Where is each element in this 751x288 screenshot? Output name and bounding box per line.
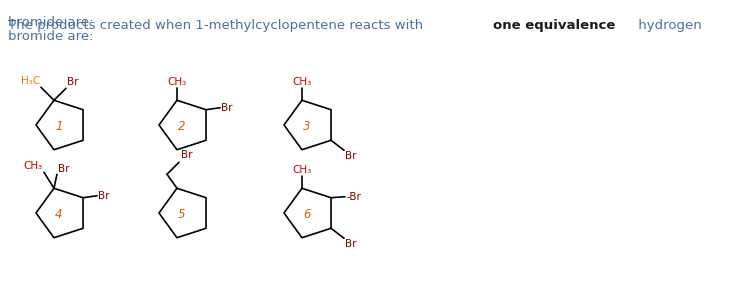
Text: bromide are:: bromide are: bbox=[8, 16, 94, 29]
Text: 2: 2 bbox=[178, 120, 185, 134]
Text: H₃C: H₃C bbox=[21, 76, 40, 86]
Text: one equivalence: one equivalence bbox=[493, 19, 615, 32]
Text: 1: 1 bbox=[56, 120, 63, 134]
Text: CH₃: CH₃ bbox=[292, 165, 312, 175]
Text: -Br: -Br bbox=[346, 192, 361, 202]
Text: 3: 3 bbox=[303, 120, 311, 134]
Text: 5: 5 bbox=[178, 209, 185, 221]
Text: bromide are:: bromide are: bbox=[8, 30, 94, 43]
Text: Br: Br bbox=[98, 191, 110, 201]
Text: CH₃: CH₃ bbox=[292, 77, 312, 87]
Text: Br: Br bbox=[181, 150, 192, 160]
Text: 4: 4 bbox=[56, 209, 63, 221]
Text: Br: Br bbox=[345, 151, 357, 161]
Text: The products created when 1-methylcyclopentene reacts with: The products created when 1-methylcyclop… bbox=[8, 19, 427, 32]
Text: hydrogen: hydrogen bbox=[634, 19, 701, 32]
Text: Br: Br bbox=[345, 239, 357, 249]
Text: Br: Br bbox=[221, 103, 233, 113]
Text: 6: 6 bbox=[303, 209, 311, 221]
Text: Br: Br bbox=[58, 164, 69, 174]
Text: CH₃: CH₃ bbox=[24, 161, 43, 171]
Text: Br: Br bbox=[67, 77, 78, 87]
Text: CH₃: CH₃ bbox=[167, 77, 186, 87]
